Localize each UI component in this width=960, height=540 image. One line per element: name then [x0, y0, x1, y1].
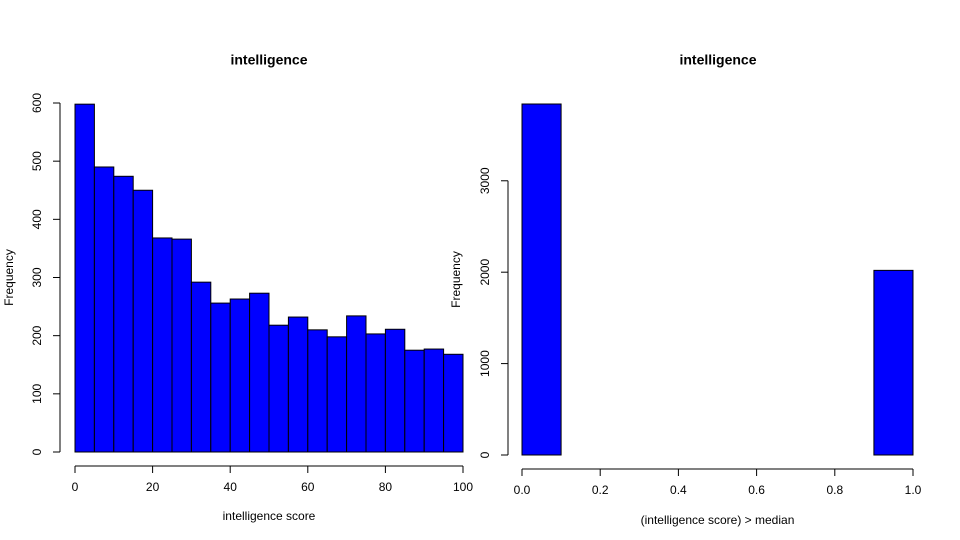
y-tick-label: 600: [30, 93, 44, 113]
x-axis-label: intelligence score: [223, 509, 316, 523]
bar: [132, 189, 154, 453]
y-axis-label: Frequency: [2, 249, 16, 306]
y-tick-label: 0: [30, 448, 44, 455]
bar: [74, 103, 95, 453]
x-tick-label: 0.4: [670, 483, 687, 497]
bar: [384, 328, 406, 453]
bar: [190, 281, 212, 453]
bar: [404, 349, 425, 453]
bar: [152, 237, 173, 453]
bar: [443, 353, 464, 453]
x-tick-label: 1.0: [905, 483, 922, 497]
y-tick-label: 400: [30, 209, 44, 229]
bar: [210, 302, 231, 453]
bar: [287, 316, 309, 453]
bar: [249, 292, 270, 453]
x-tick-label: 0.6: [748, 483, 765, 497]
bar: [365, 333, 386, 453]
x-tick-label: 0.8: [826, 483, 843, 497]
y-tick-label: 1000: [478, 350, 492, 377]
x-tick-label: 0: [72, 480, 79, 494]
x-tick-label: 0.2: [592, 483, 609, 497]
chart-title: intelligence: [679, 52, 756, 68]
y-tick-label: 3000: [478, 167, 492, 194]
bar: [307, 329, 328, 453]
x-tick-label: 40: [224, 480, 238, 494]
x-tick-label: 100: [453, 480, 473, 494]
y-tick-label: 500: [30, 151, 44, 171]
bar: [346, 315, 367, 453]
bar: [171, 238, 192, 453]
bar: [268, 324, 289, 453]
x-tick-label: 0.0: [514, 483, 531, 497]
x-axis-label: (intelligence score) > median: [641, 513, 795, 527]
x-tick-label: 80: [379, 480, 393, 494]
bar: [93, 166, 115, 453]
bar: [326, 336, 348, 453]
y-tick-label: 200: [30, 325, 44, 345]
x-tick-label: 20: [146, 480, 160, 494]
bar: [873, 269, 914, 456]
y-tick-label: 300: [30, 267, 44, 287]
x-tick-label: 60: [301, 480, 315, 494]
bar: [423, 348, 445, 453]
chart-title: intelligence: [230, 52, 307, 68]
bar: [521, 103, 562, 456]
y-tick-label: 2000: [478, 259, 492, 286]
y-axis-label: Frequency: [449, 251, 463, 308]
y-tick-label: 100: [30, 384, 44, 404]
bar: [113, 175, 134, 453]
bar: [229, 298, 251, 453]
y-tick-label: 0: [478, 451, 492, 458]
